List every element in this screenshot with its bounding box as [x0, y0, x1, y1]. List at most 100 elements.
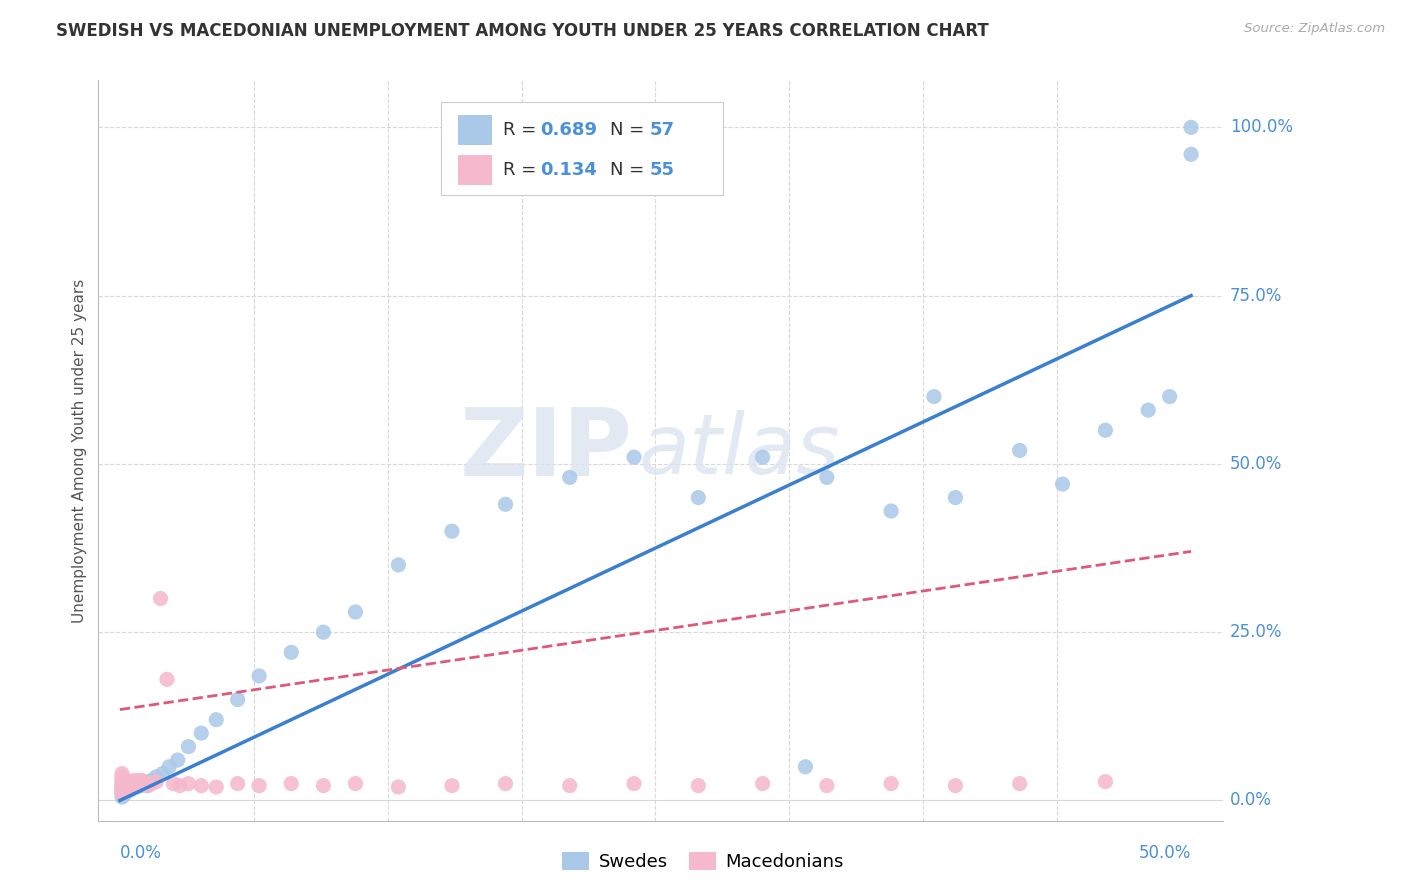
Point — [922, 390, 945, 404]
Point — [751, 450, 773, 465]
Point — [688, 491, 710, 505]
Point — [1094, 423, 1116, 437]
Point — [112, 773, 135, 788]
Point — [1008, 776, 1031, 791]
Point — [152, 766, 174, 780]
Point — [112, 788, 135, 802]
Point — [558, 779, 581, 793]
Point — [115, 776, 138, 791]
Point — [112, 780, 135, 794]
Point — [115, 783, 138, 797]
Text: N =: N = — [610, 161, 650, 179]
Point — [111, 787, 134, 801]
Text: 75.0%: 75.0% — [1230, 286, 1282, 305]
Point — [136, 779, 159, 793]
Point — [149, 591, 172, 606]
Point — [495, 497, 517, 511]
Point — [121, 781, 143, 796]
Text: 50.0%: 50.0% — [1139, 844, 1191, 863]
Point — [128, 776, 150, 791]
Point — [115, 780, 138, 794]
Point — [141, 773, 163, 788]
Point — [145, 774, 167, 789]
Point — [1159, 390, 1181, 404]
Point — [120, 774, 142, 789]
Text: 50.0%: 50.0% — [1230, 455, 1282, 473]
Point — [124, 779, 146, 793]
Point — [128, 776, 150, 791]
Point — [1094, 774, 1116, 789]
Point — [112, 779, 135, 793]
Text: R =: R = — [503, 161, 543, 179]
Point — [1180, 120, 1202, 135]
Point — [1052, 477, 1074, 491]
Text: 0.0%: 0.0% — [120, 844, 162, 863]
Point — [120, 783, 142, 797]
Point — [145, 770, 167, 784]
Point — [111, 770, 134, 784]
Point — [136, 779, 159, 793]
Point — [117, 779, 139, 793]
FancyBboxPatch shape — [441, 103, 723, 195]
Text: N =: N = — [610, 121, 650, 139]
Point — [141, 776, 163, 791]
Point — [112, 785, 135, 799]
Point — [124, 776, 146, 791]
Point — [440, 779, 463, 793]
Text: atlas: atlas — [638, 410, 839, 491]
Point — [190, 726, 212, 740]
Point — [623, 450, 645, 465]
Point — [132, 774, 155, 789]
Point — [815, 470, 838, 484]
Text: 0.0%: 0.0% — [1230, 791, 1271, 809]
Point — [166, 753, 188, 767]
Point — [121, 779, 143, 793]
Point — [344, 776, 367, 791]
Point — [387, 558, 409, 572]
Point — [111, 780, 134, 794]
Point — [115, 773, 138, 788]
FancyBboxPatch shape — [458, 155, 492, 185]
Point — [115, 776, 138, 791]
Point — [111, 783, 134, 797]
Point — [226, 776, 249, 791]
Legend: Swedes, Macedonians: Swedes, Macedonians — [555, 846, 851, 879]
Point — [880, 504, 903, 518]
Point — [111, 790, 134, 805]
Point — [751, 776, 773, 791]
Point — [117, 781, 139, 796]
Point — [558, 470, 581, 484]
Point — [115, 780, 138, 794]
Point — [124, 773, 146, 788]
Point — [111, 780, 134, 794]
Point — [280, 776, 302, 791]
FancyBboxPatch shape — [458, 115, 492, 145]
Point — [112, 785, 135, 799]
Point — [344, 605, 367, 619]
Point — [177, 739, 200, 754]
Point — [125, 779, 148, 793]
Point — [132, 774, 155, 789]
Point — [794, 760, 817, 774]
Point — [111, 783, 134, 797]
Point — [162, 776, 184, 791]
Point — [121, 776, 143, 791]
Point — [312, 625, 335, 640]
Point — [945, 779, 967, 793]
Point — [440, 524, 463, 539]
Point — [945, 491, 967, 505]
Text: R =: R = — [503, 121, 543, 139]
Point — [125, 780, 148, 794]
Point — [1008, 443, 1031, 458]
Text: 0.134: 0.134 — [540, 161, 598, 179]
Point — [156, 673, 179, 687]
Point — [121, 774, 143, 789]
Point — [129, 779, 152, 793]
Point — [1137, 403, 1160, 417]
Point — [111, 776, 134, 791]
Point — [120, 780, 142, 794]
Text: 0.689: 0.689 — [540, 121, 598, 139]
Point — [120, 780, 142, 794]
Point — [688, 779, 710, 793]
Point — [247, 669, 270, 683]
